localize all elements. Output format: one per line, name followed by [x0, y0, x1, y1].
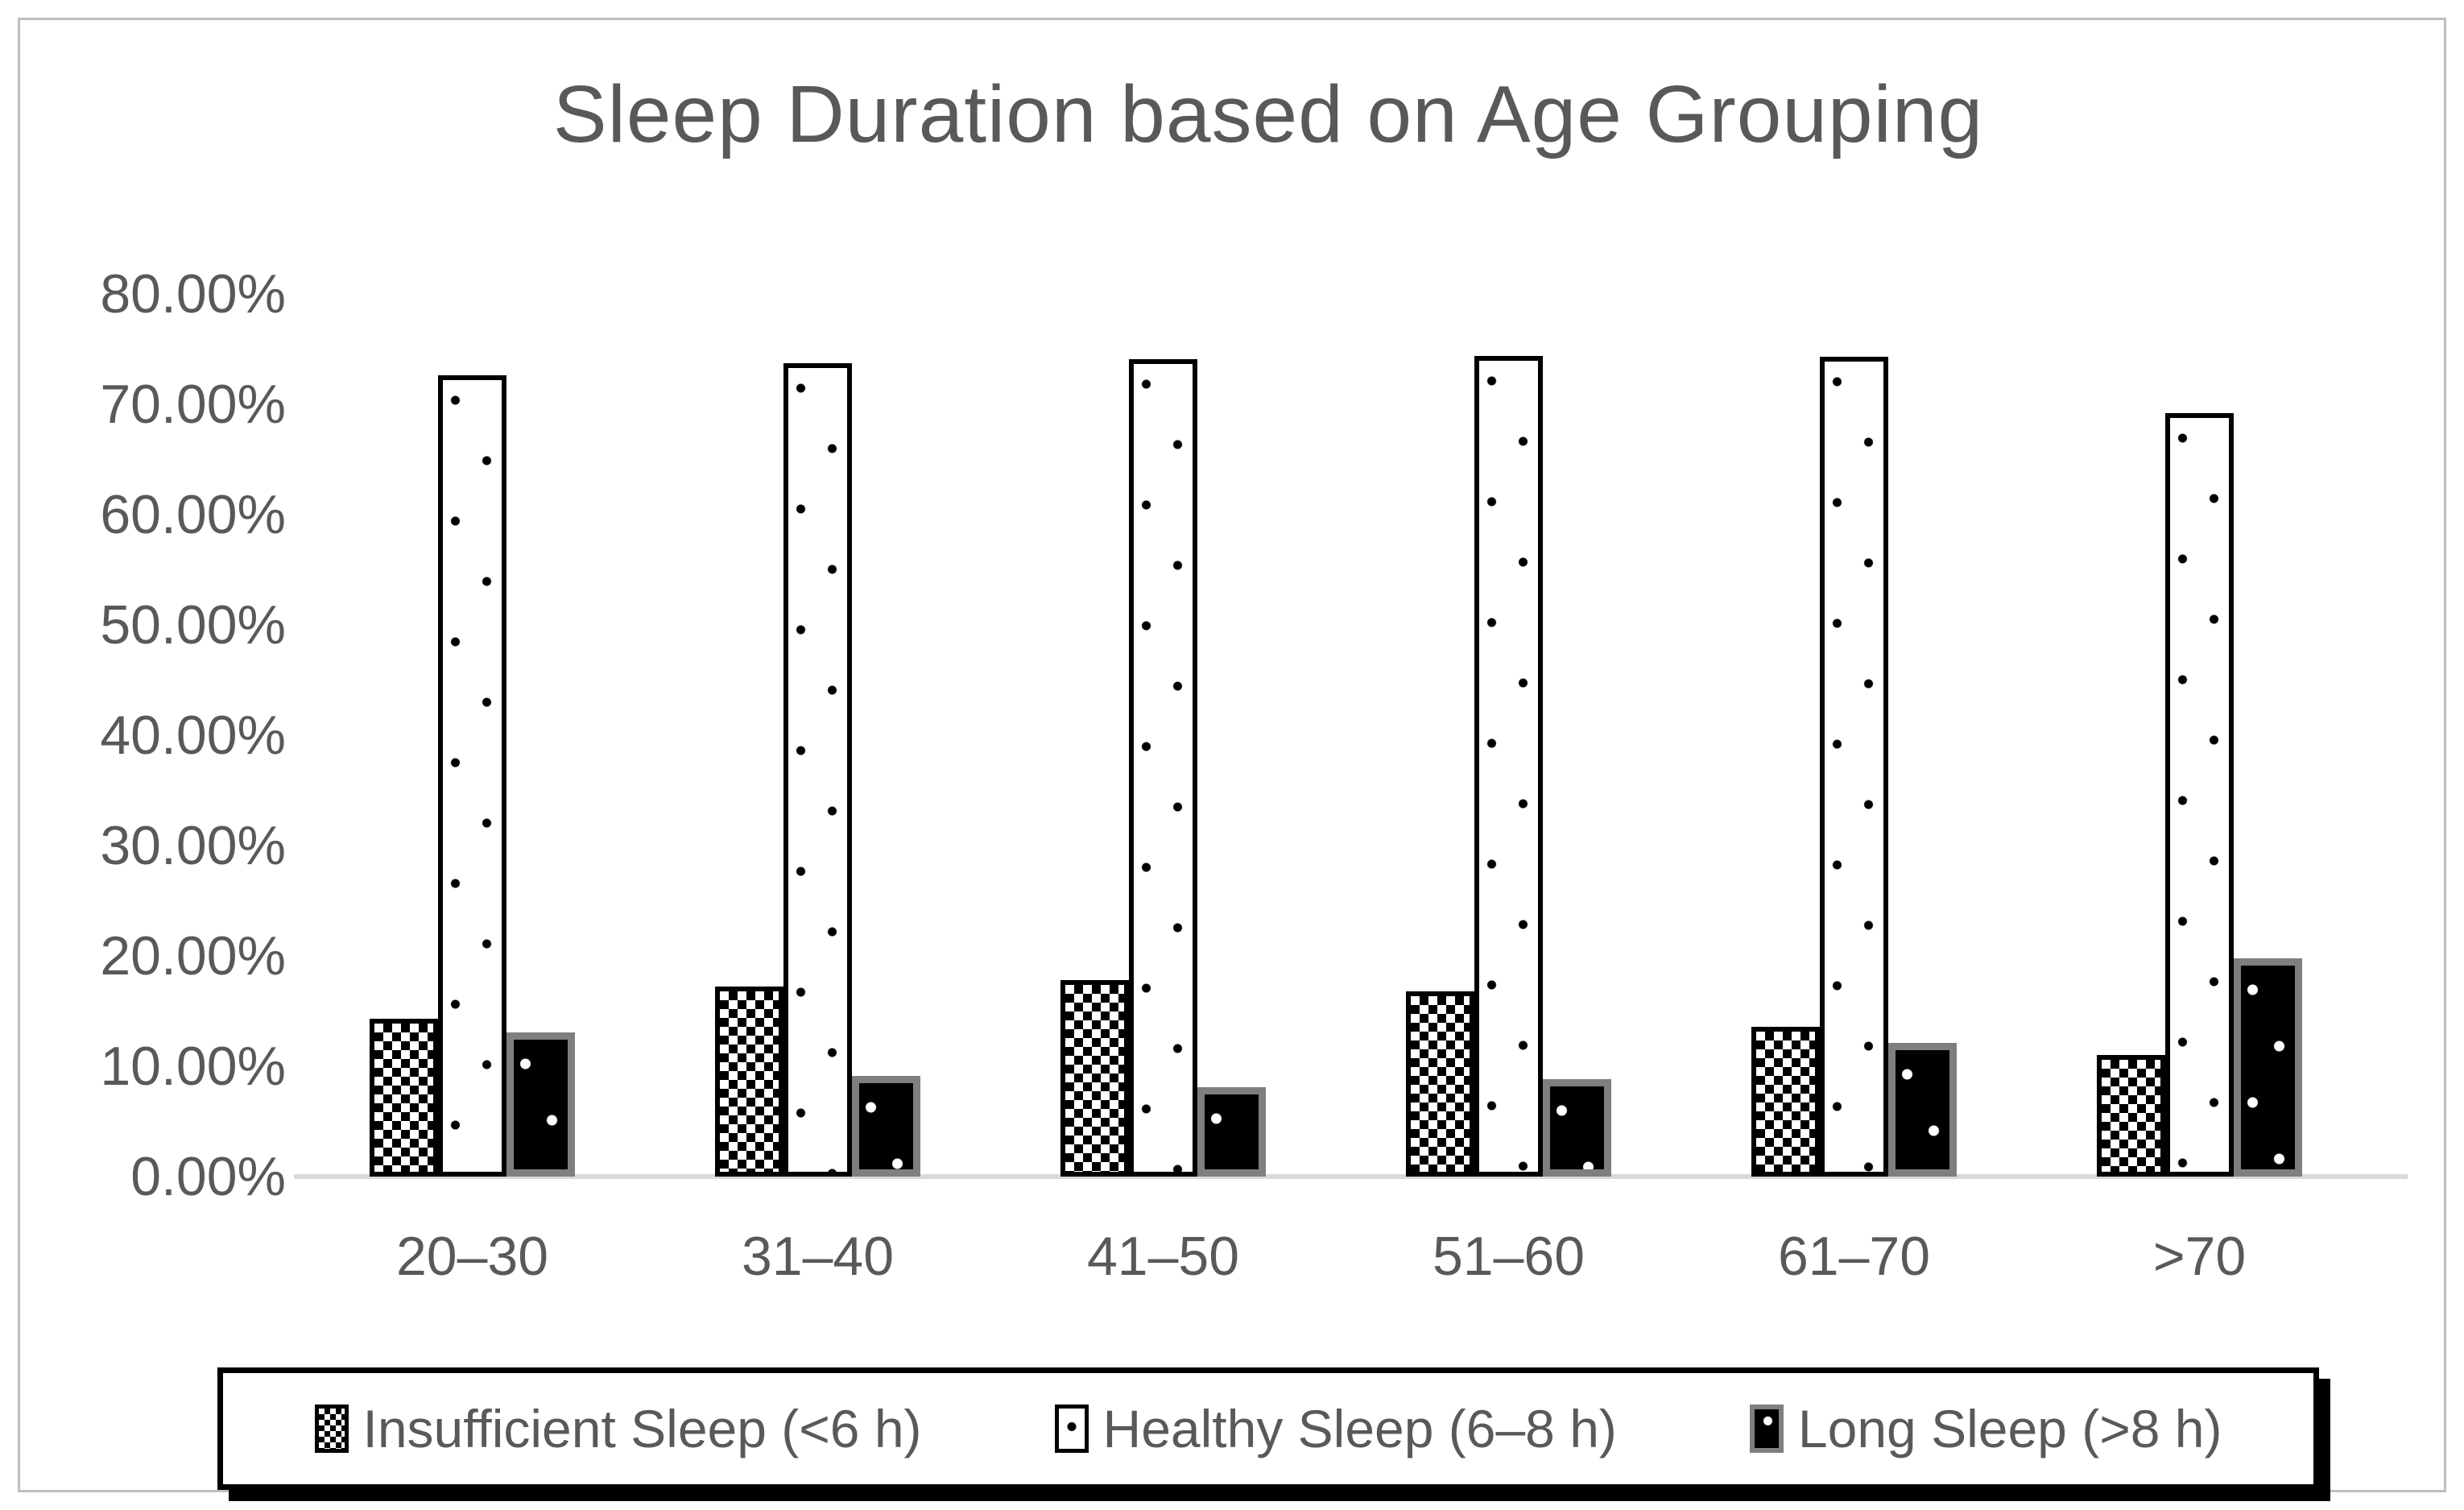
x-tick-label-31–40: 31–40 — [741, 1226, 895, 1287]
x-axis-line — [294, 1174, 2408, 1179]
x-axis-labels: 20–30 31–40 41–50 51–60 61–70 >70 — [300, 1212, 2372, 1301]
legend-swatch-insufficient — [314, 1405, 349, 1453]
y-tick-label-50: 50.00% — [100, 594, 286, 656]
figure-border — [18, 18, 2446, 1492]
plot-area — [300, 294, 2372, 1177]
y-axis: 0.00% 10.00% 20.00% 30.00% 40.00% 50.00% 60.00… — [32, 263, 286, 1207]
y-tick-label-30: 30.00% — [100, 815, 286, 876]
x-tick-label-51–60: 51–60 — [1432, 1226, 1585, 1287]
bar-healthy-31–40 — [783, 363, 852, 1177]
bar-groups — [300, 294, 2372, 1177]
bar-healthy-61–70 — [1820, 357, 1888, 1177]
bar-group-61–70 — [1681, 294, 2027, 1177]
legend: Insufficient Sleep (<6 h) Healthy Sleep (… — [217, 1367, 2319, 1490]
bar-long-51–60 — [1543, 1079, 1611, 1177]
y-tick-label-80: 80.00% — [100, 263, 286, 325]
bar-insufficient->70 — [2097, 1055, 2165, 1177]
bar-long-31–40 — [852, 1076, 920, 1177]
legend-item-insufficient: Insufficient Sleep (<6 h) — [314, 1398, 922, 1459]
bar-insufficient-20–30 — [370, 1019, 438, 1177]
x-tick-label->70: >70 — [2152, 1226, 2247, 1287]
legend-swatch-long — [1749, 1405, 1784, 1453]
x-tick-label-41–50: 41–50 — [1086, 1226, 1240, 1287]
bar-group-31–40 — [645, 294, 990, 1177]
bar-long->70 — [2234, 958, 2302, 1177]
bar-long-61–70 — [1888, 1043, 1957, 1177]
legend-item-healthy: Healthy Sleep (6–8 h) — [1054, 1398, 1617, 1459]
bar-insufficient-31–40 — [715, 987, 783, 1177]
y-tick-label-60: 60.00% — [100, 484, 286, 545]
legend-item-long: Long Sleep (>8 h) — [1749, 1398, 2222, 1459]
bar-long-20–30 — [506, 1032, 575, 1177]
bar-healthy-20–30 — [438, 375, 506, 1177]
bar-long-41–50 — [1197, 1087, 1266, 1177]
x-tick-label-20–30: 20–30 — [395, 1226, 549, 1287]
x-tick-label-61–70: 61–70 — [1777, 1226, 1931, 1287]
y-tick-label-10: 10.00% — [100, 1036, 286, 1097]
bar-insufficient-61–70 — [1751, 1026, 1820, 1177]
y-tick-label-70: 70.00% — [100, 374, 286, 435]
legend-label-insufficient: Insufficient Sleep (<6 h) — [362, 1399, 922, 1458]
y-tick-label-20: 20.00% — [100, 925, 286, 987]
y-tick-label-40: 40.00% — [100, 705, 286, 766]
bar-healthy->70 — [2165, 412, 2234, 1177]
bar-healthy-51–60 — [1474, 355, 1543, 1177]
bar-group-51–60 — [1336, 294, 1681, 1177]
bar-group-20–30 — [300, 294, 645, 1177]
legend-label-healthy: Healthy Sleep (6–8 h) — [1102, 1399, 1617, 1458]
bar-healthy-41–50 — [1129, 358, 1197, 1177]
chart-title: Sleep Duration based on Age Grouping — [552, 69, 1984, 159]
bar-group-41–50 — [990, 294, 1336, 1177]
bar-insufficient-41–50 — [1060, 980, 1129, 1177]
y-tick-label-0: 0.00% — [130, 1146, 286, 1207]
legend-swatch-healthy — [1054, 1405, 1089, 1453]
legend-label-long: Long Sleep (>8 h) — [1797, 1399, 2222, 1458]
bar-insufficient-51–60 — [1406, 991, 1474, 1177]
bar-group->70 — [2027, 294, 2372, 1177]
